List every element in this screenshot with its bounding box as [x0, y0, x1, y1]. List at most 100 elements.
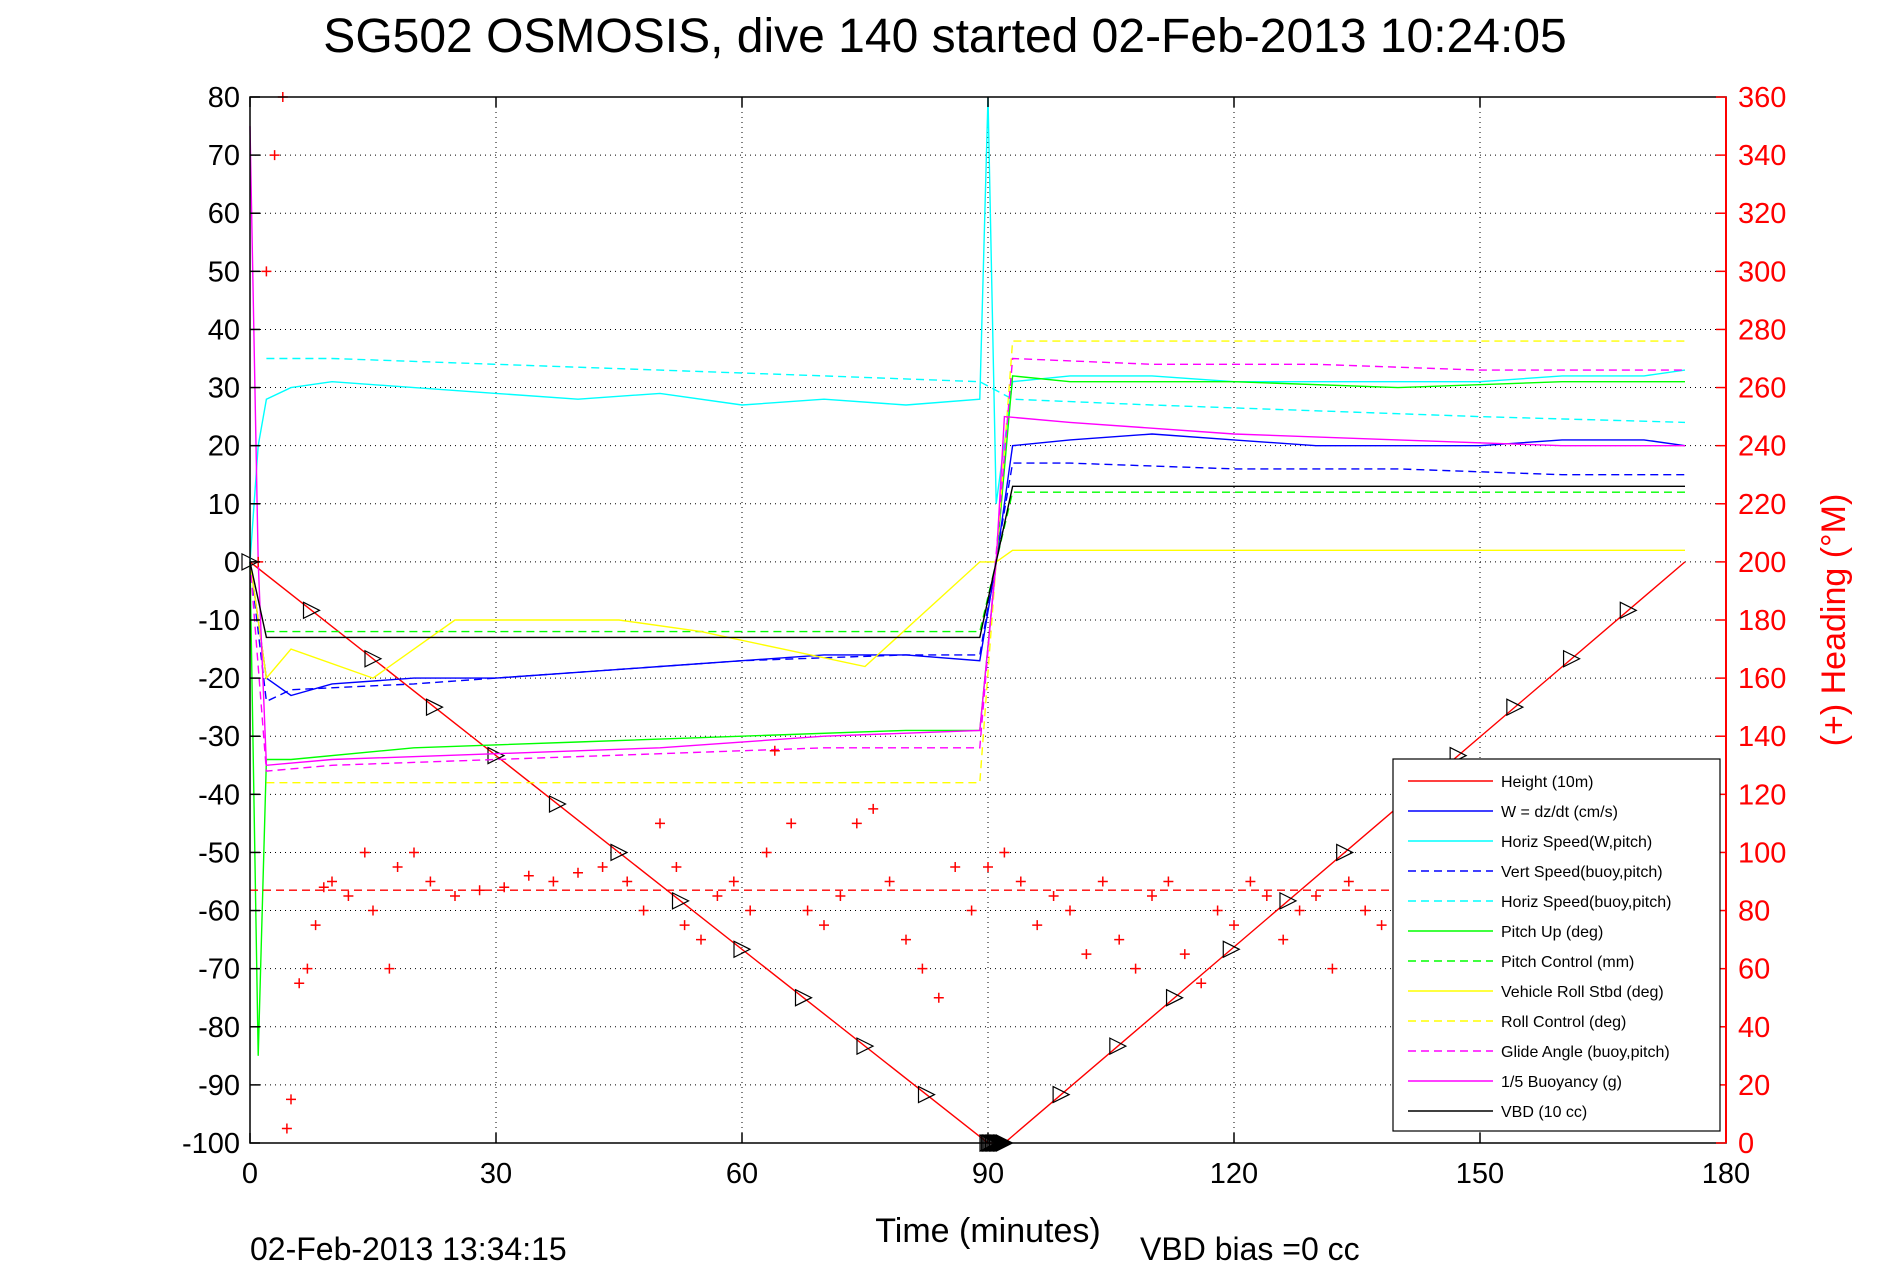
plus-marker	[851, 818, 862, 829]
plus-marker	[368, 905, 378, 916]
triangle-marker	[1052, 1085, 1071, 1104]
plus-marker	[281, 1123, 292, 1134]
series-group	[266, 357, 1686, 424]
plus-marker	[835, 891, 846, 902]
plus-marker	[1032, 920, 1043, 931]
footer-vbd-bias: VBD bias =0 cc	[1140, 1231, 1360, 1262]
triangle-marker	[302, 601, 321, 620]
right-tick-label: 40	[1738, 1012, 1770, 1044]
y-tick-label: -90	[198, 1070, 240, 1102]
plus-marker	[425, 876, 436, 887]
x-tick-label: 150	[1456, 1158, 1504, 1190]
right-tick-label: 280	[1738, 314, 1786, 346]
plus-marker	[1245, 876, 1256, 887]
plus-marker	[761, 847, 772, 858]
series-group	[249, 549, 1685, 680]
series-line	[249, 126, 1685, 767]
right-tick-label: 340	[1738, 140, 1786, 172]
plus-marker	[769, 745, 780, 756]
plus-marker	[786, 818, 797, 829]
legend-label: W = dz/dt (cm/s)	[1501, 804, 1618, 821]
legend-label: Vehicle Roll Stbd (deg)	[1501, 984, 1664, 1001]
legend-label: Vert Speed(buoy,pitch)	[1501, 864, 1663, 881]
x-tick-label: 0	[242, 1158, 258, 1190]
plus-marker	[392, 861, 403, 872]
plus-marker	[1065, 905, 1075, 916]
y-tick-label: -20	[198, 663, 240, 695]
plus-marker	[655, 818, 665, 829]
plus-marker	[679, 920, 690, 931]
legend-label: Pitch Control (mm)	[1501, 954, 1634, 971]
series-line	[249, 433, 1686, 697]
plus-marker	[1294, 905, 1305, 916]
series-line	[249, 462, 1685, 703]
plus-marker	[1081, 949, 1092, 960]
triangle-marker	[856, 1037, 875, 1056]
plus-marker	[1114, 934, 1125, 945]
y-tick-label: 0	[224, 547, 240, 579]
plus-marker	[638, 905, 649, 916]
series-line	[249, 357, 1685, 772]
x-tick-label: 60	[726, 1158, 758, 1190]
plus-marker	[548, 876, 559, 887]
plus-marker	[1147, 891, 1157, 902]
footer-timestamp: 02-Feb-2013 13:34:15	[250, 1231, 567, 1262]
plus-marker	[597, 861, 608, 872]
plus-marker	[1229, 920, 1239, 931]
legend-label: Glide Angle (buoy,pitch)	[1501, 1044, 1670, 1061]
plus-marker	[302, 963, 313, 974]
right-tick-label: 140	[1738, 721, 1786, 753]
triangle-marker	[1109, 1037, 1128, 1056]
series-line	[266, 357, 1686, 424]
series-layer	[241, 92, 1686, 1152]
y-tick-label: 80	[208, 82, 240, 114]
right-tick-label: 260	[1738, 373, 1786, 405]
legend-label: Height (10m)	[1501, 774, 1593, 791]
triangle-marker	[733, 940, 752, 959]
series-group	[266, 340, 1685, 784]
plus-marker	[327, 876, 337, 887]
x-tick-label: 90	[972, 1158, 1004, 1190]
plus-marker	[696, 934, 706, 945]
plus-marker	[868, 803, 879, 814]
y-tick-label: 60	[208, 198, 240, 230]
right-tick-label: 200	[1738, 547, 1786, 579]
right-tick-label: 0	[1738, 1128, 1754, 1160]
right-tick-label: 80	[1738, 896, 1770, 928]
legend-label: VBD (10 cc)	[1501, 1104, 1587, 1121]
triangle-marker	[364, 649, 383, 668]
ticks-layer: 0 30 60 90 120 150 180-100-90-80-70-60-50-40-3…	[182, 82, 1786, 1190]
y-tick-label: 20	[208, 431, 240, 463]
series-line	[249, 485, 1685, 639]
plus-marker	[523, 870, 534, 881]
plus-marker	[622, 876, 633, 887]
right-tick-label: 220	[1738, 489, 1786, 521]
triangle-marker	[1562, 649, 1581, 668]
plus-marker	[819, 920, 829, 931]
triangle-marker	[1336, 843, 1355, 862]
plus-marker	[1179, 949, 1190, 960]
plus-marker	[1278, 934, 1289, 945]
plus-marker	[966, 905, 977, 916]
y-tick-label: -50	[198, 837, 240, 869]
right-tick-label: 180	[1738, 605, 1786, 637]
triangle-marker	[1619, 601, 1638, 620]
triangle-marker	[425, 698, 444, 717]
plus-marker	[1311, 891, 1321, 902]
right-tick-label: 20	[1738, 1070, 1770, 1102]
series-line	[249, 549, 1685, 680]
plus-marker	[318, 882, 329, 893]
series-line	[266, 340, 1685, 784]
series-line	[249, 375, 1685, 1056]
y-tick-label: 30	[208, 373, 240, 405]
x-tick-label: 180	[1702, 1158, 1750, 1190]
plus-marker	[1212, 905, 1223, 916]
plus-marker	[671, 861, 682, 872]
legend-label: Horiz Speed(buoy,pitch)	[1501, 894, 1671, 911]
triangle-marker	[1506, 698, 1525, 717]
plus-marker	[933, 992, 944, 1003]
legend: Height (10m) W = dz/dt (cm/s) Horiz Speed(…	[1392, 758, 1721, 1132]
plus-marker	[573, 867, 583, 878]
series-group	[249, 126, 1685, 767]
